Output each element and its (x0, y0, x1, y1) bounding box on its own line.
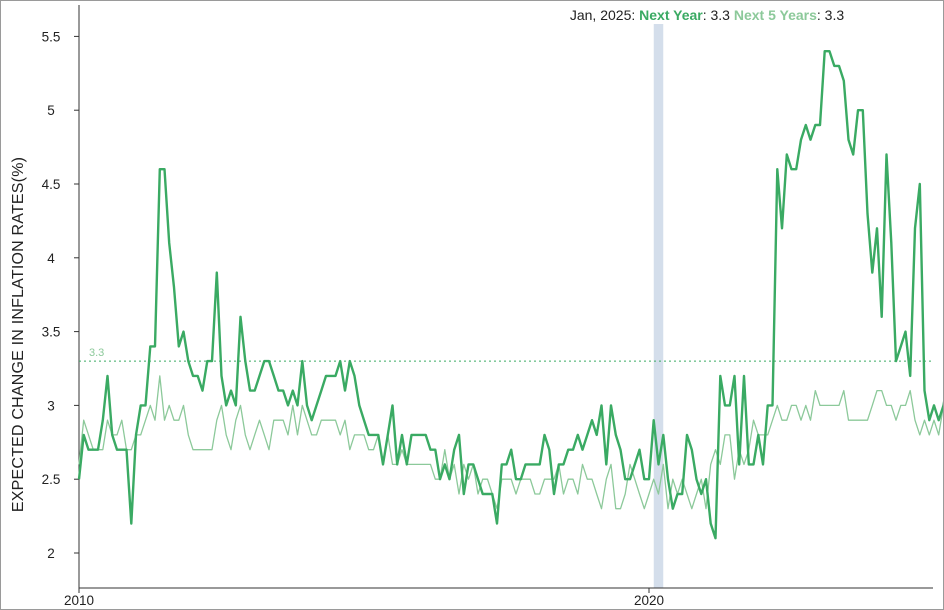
y-tick-label: 4 (47, 251, 55, 266)
y-tick-label: 2 (47, 546, 55, 561)
x-ticks: 2010 2020 (64, 588, 664, 608)
axes-layer (78, 5, 933, 589)
y-tick-label: 5 (47, 103, 55, 118)
readout-series1-value: 3.3 (711, 7, 731, 23)
y-tick-label: 3 (47, 398, 55, 413)
x-tick-label: 2020 (634, 593, 664, 608)
readout-date: Jan, 2025 (570, 7, 632, 23)
readout-series2-label: Next 5 Years (734, 7, 817, 23)
y-axis-title: EXPECTED CHANGE IN INFLATION RATES(%) (10, 157, 27, 512)
series-next-5-years-line (78, 375, 943, 510)
recession-band (653, 24, 664, 588)
reference-layer: 3.3 (79, 347, 933, 362)
hover-readout: Jan, 2025: Next Year: 3.3 Next 5 Years: … (570, 7, 844, 23)
y-tick-label: 4.5 (42, 177, 61, 192)
x-tick-label: 2010 (64, 593, 94, 608)
y-tick-label: 5.5 (42, 29, 61, 44)
series-layer (77, 50, 943, 540)
readout-series2-value: 3.3 (825, 7, 845, 23)
y-tick-label: 3.5 (42, 325, 61, 340)
y-tick-label: 2.5 (42, 472, 61, 487)
readout-colon1: : (703, 7, 711, 23)
readout-colon2: : (817, 7, 825, 23)
y-ticks: 2 2.5 3 3.5 4 4.5 5 5.5 (42, 29, 79, 561)
readout-series1-label: Next Year (639, 7, 703, 23)
series-next-year-line (77, 50, 943, 540)
reference-label: 3.3 (89, 347, 104, 359)
readout-sep: : (631, 7, 639, 23)
recession-layer (653, 24, 664, 588)
